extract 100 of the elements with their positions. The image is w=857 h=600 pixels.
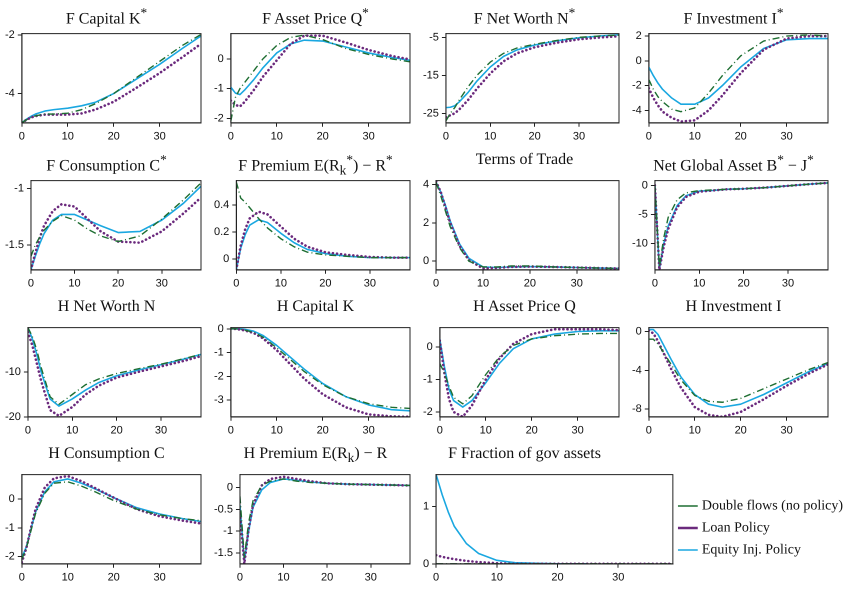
x-tick-label: 10 [277, 571, 290, 584]
x-tick-label: 20 [316, 424, 329, 436]
legend-label: Double flows (no policy) [702, 498, 844, 514]
y-tick-label: 0 [642, 179, 648, 192]
y-tick-label: 2 [422, 216, 430, 229]
x-tick-label: 0 [442, 130, 449, 142]
y-tick-label: -10 [632, 238, 648, 250]
y-tick-label: 4 [422, 178, 430, 190]
x-tick-label: 20 [110, 424, 123, 436]
y-tick-label: -0.5 [214, 503, 233, 516]
x-tick-label: 20 [316, 130, 329, 142]
chart-title: Terms of Trade [474, 150, 574, 170]
y-tick-label: -1 [5, 522, 15, 534]
chart-title: F Capital K$^{*}$ [64, 4, 148, 28]
x-tick-label: 30 [572, 130, 586, 142]
x-tick-label: 10 [476, 277, 490, 290]
y-tick-label: -1.5 [4, 238, 24, 251]
x-tick-label: 30 [570, 277, 583, 290]
line-series [230, 34, 410, 108]
y-tick-label: -1 [214, 346, 224, 359]
x-tick-label: 20 [524, 277, 536, 290]
y-tick-label: 0 [636, 54, 642, 67]
y-tick-label: 0 [426, 341, 433, 354]
x-tick-label: 30 [154, 571, 166, 584]
x-tick-label: 10 [688, 130, 701, 142]
x-tick-label: 20 [734, 424, 747, 436]
x-tick-label: 30 [572, 424, 584, 436]
x-tick-label: 30 [364, 277, 376, 290]
chart-title: H Premium E(R$_{k}$) − R [242, 444, 388, 466]
line-series [236, 181, 410, 258]
x-tick-label: 30 [364, 571, 377, 584]
y-tick-label: -4 [632, 104, 642, 116]
y-tick-label: -8 [632, 403, 642, 416]
chart-title: H Asset Price Q [472, 297, 577, 317]
chart-title: F Consumption C$^{*}$ [45, 151, 168, 174]
chart-title: H Capital K [276, 297, 356, 317]
y-tick-label: 0 [422, 558, 430, 570]
x-tick-label: 30 [612, 571, 624, 584]
x-tick-label: 30 [362, 130, 375, 142]
x-tick-label: 10 [490, 571, 503, 584]
x-tick-label: 20 [734, 130, 747, 142]
x-tick-label: 10 [484, 130, 496, 142]
x-tick-label: 20 [551, 571, 564, 584]
y-tick-label: -2 [423, 406, 433, 418]
y-tick-label: 0 [223, 253, 230, 266]
x-tick-label: 0 [652, 277, 658, 290]
x-tick-label: 10 [270, 424, 283, 436]
y-tick-label: -5 [429, 31, 439, 44]
x-tick-label: 0 [28, 277, 34, 290]
y-tick-label: -10 [4, 366, 21, 378]
y-tick-label: -1.5 [214, 546, 233, 559]
chart-title: F Asset Price Q$^{*}$ [261, 4, 370, 28]
y-tick-label: -20 [4, 410, 21, 423]
y-tick-label: 0 [422, 255, 430, 268]
chart-title: H Consumption C [47, 444, 166, 464]
x-tick-label: 30 [154, 424, 168, 436]
x-tick-label: 30 [362, 424, 375, 436]
chart-title: F Fraction of gov assets [447, 444, 602, 464]
y-tick-label: 0.4 [214, 198, 230, 211]
x-tick-label: 10 [270, 130, 283, 142]
y-tick-label: -1 [14, 182, 24, 195]
line-series [648, 338, 828, 403]
chart-title: F Net Worth N$^{*}$ [472, 4, 576, 28]
y-tick-label: -2 [632, 80, 642, 92]
x-tick-label: 20 [112, 277, 124, 290]
x-tick-label: 10 [62, 130, 74, 142]
x-tick-label: 30 [156, 277, 168, 290]
x-tick-label: 30 [780, 424, 793, 436]
y-tick-label: -1 [423, 374, 433, 386]
x-tick-label: 20 [526, 424, 538, 436]
x-tick-label: 30 [780, 130, 793, 142]
y-tick-label: -15 [422, 69, 439, 82]
chart-title: H Net Worth N [56, 297, 156, 317]
legend-label: Loan Policy [702, 520, 770, 536]
x-tick-label: 20 [321, 571, 334, 584]
x-tick-label: 20 [738, 277, 750, 290]
x-tick-label: 20 [108, 130, 120, 142]
legend-label: Equity Inj. Policy [702, 542, 802, 558]
x-tick-label: 30 [154, 130, 166, 142]
y-tick-label: -2 [5, 550, 15, 563]
y-tick-label: -3 [214, 394, 224, 406]
chart-title: H Investment I [684, 297, 782, 317]
x-tick-label: 20 [528, 130, 541, 142]
y-tick-label: 0 [218, 322, 224, 335]
y-tick-label: 0 [636, 326, 642, 338]
y-tick-label: -5 [638, 208, 648, 220]
x-tick-label: 10 [693, 277, 706, 290]
line-series [30, 182, 201, 257]
x-tick-label: 10 [274, 277, 287, 290]
y-tick-label: 0.2 [214, 226, 230, 238]
y-tick-label: -2 [214, 112, 224, 124]
x-tick-label: 10 [480, 424, 492, 436]
y-tick-label: 0 [226, 482, 233, 494]
y-tick-label: -4 [5, 88, 15, 100]
y-tick-label: 0 [218, 52, 224, 65]
y-tick-label: -1 [223, 525, 233, 538]
x-tick-label: 20 [108, 571, 120, 584]
chart-title: F Investment I$^{*}$ [682, 4, 784, 28]
y-tick-label: -1 [214, 82, 224, 95]
y-tick-label: 1 [422, 500, 430, 512]
